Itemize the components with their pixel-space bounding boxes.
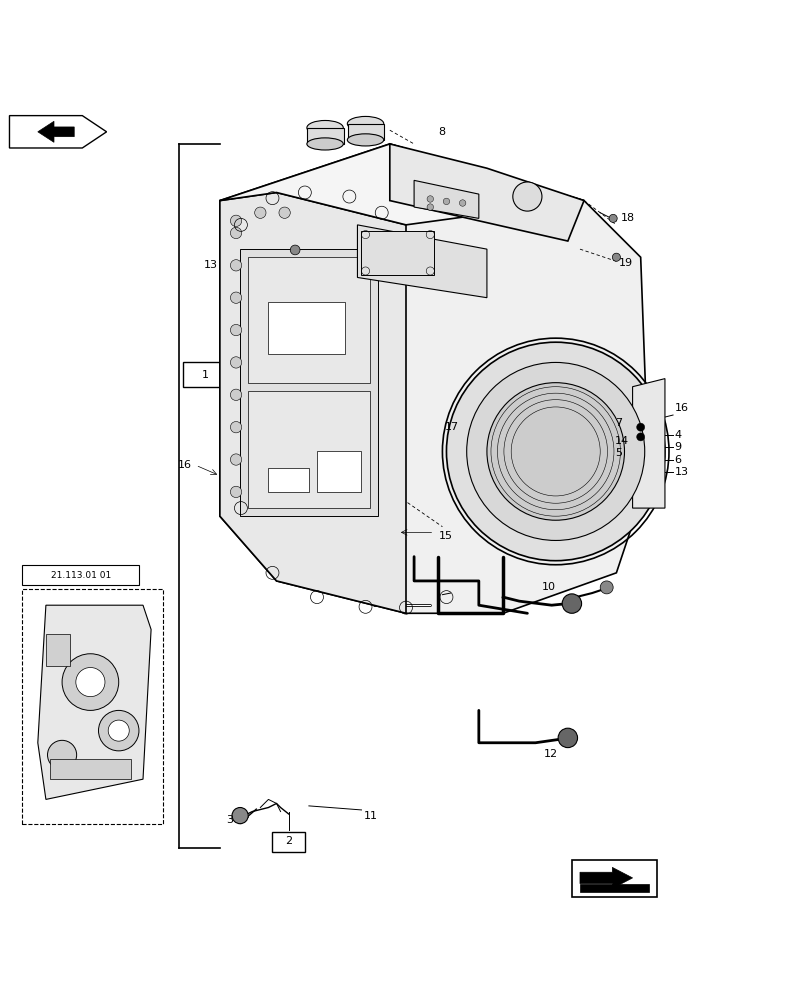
Text: 19: 19 — [618, 258, 632, 268]
Circle shape — [75, 668, 105, 697]
Bar — [307, 128, 343, 144]
Polygon shape — [414, 180, 478, 218]
Circle shape — [487, 383, 624, 520]
Circle shape — [230, 454, 242, 465]
Circle shape — [230, 486, 242, 498]
Ellipse shape — [347, 116, 384, 131]
Circle shape — [232, 808, 248, 824]
Circle shape — [230, 215, 242, 226]
Polygon shape — [579, 884, 648, 892]
Polygon shape — [220, 144, 648, 613]
Circle shape — [427, 196, 433, 202]
Polygon shape — [38, 605, 151, 799]
Circle shape — [561, 594, 581, 613]
Bar — [347, 124, 384, 140]
Bar — [316, 451, 361, 492]
Text: 5: 5 — [614, 448, 621, 458]
Text: 16: 16 — [674, 403, 688, 413]
Ellipse shape — [307, 138, 343, 150]
Circle shape — [98, 710, 139, 751]
Text: 15: 15 — [438, 531, 452, 541]
Text: 11: 11 — [363, 811, 377, 821]
Circle shape — [599, 581, 612, 594]
Text: 6: 6 — [674, 455, 680, 465]
Circle shape — [608, 214, 616, 222]
Circle shape — [446, 342, 664, 561]
Ellipse shape — [347, 134, 384, 146]
Circle shape — [466, 362, 644, 540]
Circle shape — [230, 292, 242, 303]
Bar — [248, 257, 369, 383]
Bar — [268, 302, 345, 354]
Circle shape — [459, 200, 466, 206]
Circle shape — [230, 324, 242, 336]
Polygon shape — [10, 116, 106, 148]
Circle shape — [443, 198, 449, 205]
Text: 16: 16 — [178, 460, 191, 470]
Text: 4: 4 — [674, 430, 681, 440]
Circle shape — [230, 260, 242, 271]
Circle shape — [230, 227, 242, 239]
Bar — [22, 589, 163, 824]
Circle shape — [62, 654, 118, 710]
Text: 1: 1 — [202, 370, 208, 380]
Circle shape — [48, 740, 76, 769]
Bar — [268, 468, 308, 492]
Text: 14: 14 — [614, 436, 629, 446]
Circle shape — [279, 207, 290, 218]
Text: 9: 9 — [674, 442, 681, 452]
Polygon shape — [357, 225, 487, 298]
Text: 3: 3 — [226, 815, 234, 825]
Ellipse shape — [307, 120, 343, 135]
Text: 18: 18 — [620, 213, 633, 223]
Circle shape — [255, 207, 266, 218]
Bar — [46, 634, 70, 666]
Bar — [50, 759, 131, 779]
Circle shape — [290, 245, 299, 255]
Circle shape — [557, 728, 577, 748]
Circle shape — [230, 422, 242, 433]
Bar — [22, 565, 139, 585]
Circle shape — [230, 357, 242, 368]
Bar — [240, 249, 377, 516]
Polygon shape — [38, 121, 74, 142]
Text: 17: 17 — [444, 422, 458, 432]
Bar — [571, 860, 656, 897]
Circle shape — [636, 423, 644, 431]
Circle shape — [108, 720, 129, 741]
Bar — [361, 231, 434, 275]
Bar — [248, 391, 369, 508]
Circle shape — [636, 433, 644, 441]
Text: 8: 8 — [438, 127, 445, 137]
Polygon shape — [220, 144, 583, 225]
Bar — [183, 362, 228, 387]
Text: 12: 12 — [543, 749, 557, 759]
Bar — [272, 832, 304, 852]
Circle shape — [611, 253, 620, 261]
Text: 21.113.01 01: 21.113.01 01 — [51, 571, 111, 580]
Polygon shape — [579, 867, 632, 888]
Circle shape — [513, 182, 541, 211]
Circle shape — [427, 204, 433, 210]
Text: 13: 13 — [204, 260, 217, 270]
Text: 2: 2 — [285, 836, 292, 846]
Text: 7: 7 — [614, 418, 621, 428]
Circle shape — [230, 389, 242, 400]
Polygon shape — [220, 192, 406, 613]
Polygon shape — [632, 379, 664, 508]
Polygon shape — [389, 144, 583, 241]
Text: 10: 10 — [541, 582, 556, 592]
Text: 13: 13 — [674, 467, 688, 477]
